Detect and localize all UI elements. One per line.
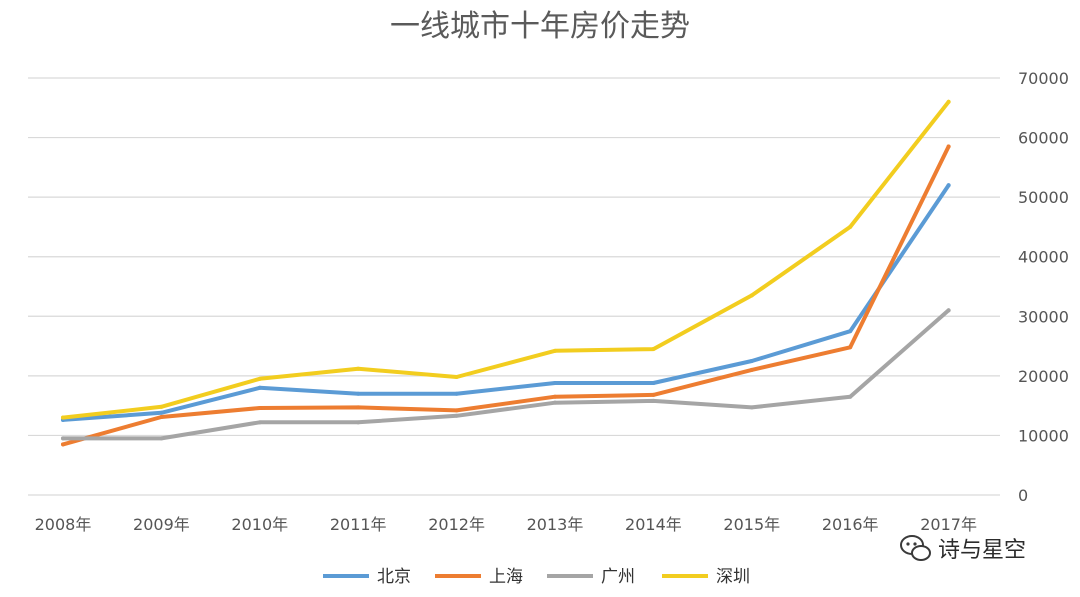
y-axis: 0 10000 20000 30000 40000 50000 60000 70000 bbox=[1018, 69, 1069, 505]
legend-item: 上海 bbox=[435, 567, 523, 587]
data-point bbox=[848, 329, 853, 334]
y-tick-label: 40000 bbox=[1018, 248, 1069, 267]
data-point bbox=[356, 405, 361, 410]
legend-label: 广州 bbox=[601, 567, 635, 587]
legend-label: 北京 bbox=[377, 567, 411, 587]
x-axis: 2008年 2009年 2010年 2011年 2012年 2013年 2014年 2015年… bbox=[35, 515, 977, 534]
legend-item: 北京 bbox=[323, 567, 411, 587]
x-tick-label: 2012年 bbox=[428, 515, 485, 534]
series-line bbox=[61, 144, 951, 447]
data-point bbox=[848, 394, 853, 399]
y-tick-label: 20000 bbox=[1018, 367, 1069, 386]
data-point bbox=[454, 413, 459, 418]
data-point bbox=[159, 404, 164, 409]
x-tick-label: 2011年 bbox=[330, 515, 387, 534]
series-1 bbox=[61, 144, 951, 447]
data-point bbox=[651, 381, 656, 386]
legend-label: 深圳 bbox=[716, 567, 750, 587]
data-point bbox=[749, 367, 754, 372]
y-tick-label: 0 bbox=[1018, 486, 1028, 505]
y-tick-label: 50000 bbox=[1018, 188, 1069, 207]
data-point bbox=[946, 144, 951, 149]
series-2 bbox=[61, 308, 951, 441]
chart-title: 一线城市十年房价走势 bbox=[390, 9, 690, 44]
data-point bbox=[651, 398, 656, 403]
data-point bbox=[454, 391, 459, 396]
data-point bbox=[848, 345, 853, 350]
data-point bbox=[553, 381, 557, 386]
y-tick-label: 70000 bbox=[1018, 69, 1069, 88]
gridlines bbox=[28, 77, 1000, 496]
data-point bbox=[553, 394, 557, 399]
data-point bbox=[946, 308, 951, 313]
data-point bbox=[749, 405, 754, 410]
data-point bbox=[651, 347, 656, 352]
data-point bbox=[61, 436, 65, 441]
x-tick-label: 2016年 bbox=[822, 515, 879, 534]
data-point bbox=[356, 391, 361, 396]
plot-area bbox=[61, 99, 951, 447]
data-point bbox=[553, 400, 557, 405]
x-tick-label: 2014年 bbox=[625, 515, 682, 534]
x-tick-label: 2010年 bbox=[231, 515, 288, 534]
x-tick-label: 2008年 bbox=[35, 515, 92, 534]
data-point bbox=[946, 183, 951, 188]
watermark-text: 诗与星空 bbox=[938, 538, 1026, 563]
data-point bbox=[454, 408, 459, 413]
y-tick-label: 60000 bbox=[1018, 129, 1069, 148]
data-point bbox=[257, 406, 262, 411]
data-point bbox=[159, 436, 164, 441]
data-point bbox=[159, 410, 164, 415]
wechat-icon bbox=[900, 535, 931, 561]
series-line bbox=[61, 308, 951, 441]
data-point bbox=[257, 420, 262, 425]
data-point bbox=[257, 385, 262, 390]
data-point bbox=[454, 375, 459, 380]
data-point bbox=[553, 348, 557, 353]
x-tick-label: 2013年 bbox=[527, 515, 584, 534]
legend: 北京 上海 广州 深圳 bbox=[323, 567, 750, 587]
data-point bbox=[356, 366, 361, 371]
data-point bbox=[749, 358, 754, 363]
legend-label: 上海 bbox=[489, 567, 523, 587]
data-point bbox=[848, 224, 853, 229]
data-point bbox=[651, 392, 656, 397]
series-line bbox=[61, 99, 951, 420]
y-tick-label: 30000 bbox=[1018, 307, 1069, 326]
legend-item: 深圳 bbox=[662, 567, 750, 587]
legend-item: 广州 bbox=[547, 567, 635, 587]
y-tick-label: 10000 bbox=[1018, 426, 1069, 445]
x-tick-label: 2015年 bbox=[723, 515, 780, 534]
x-tick-label: 2017年 bbox=[920, 515, 977, 534]
data-point bbox=[159, 414, 164, 419]
series-line bbox=[61, 183, 951, 422]
data-point bbox=[61, 442, 65, 447]
series-0 bbox=[61, 183, 951, 422]
data-point bbox=[946, 99, 951, 104]
data-point bbox=[257, 376, 262, 381]
data-point bbox=[61, 415, 65, 420]
x-tick-label: 2009年 bbox=[133, 515, 190, 534]
watermark: 诗与星空 bbox=[900, 535, 1026, 563]
data-point bbox=[749, 293, 754, 298]
data-point bbox=[356, 420, 361, 425]
series-3 bbox=[61, 99, 951, 420]
